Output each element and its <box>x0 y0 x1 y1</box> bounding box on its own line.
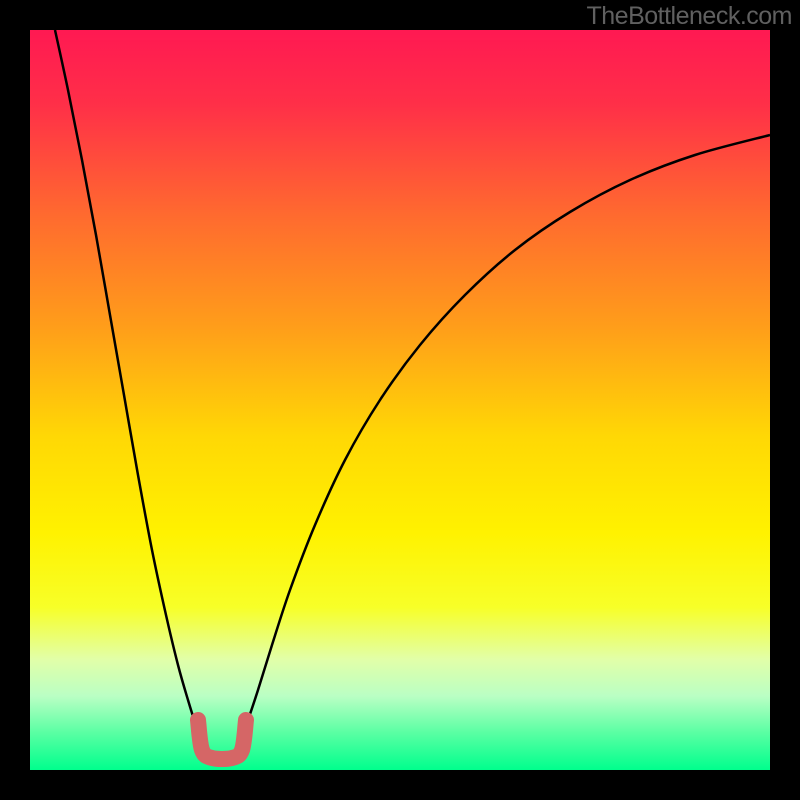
bottleneck-curve-chart <box>0 0 800 800</box>
chart-container: TheBottleneck.com <box>0 0 800 800</box>
plot-background <box>30 30 770 770</box>
watermark-label: TheBottleneck.com <box>587 2 793 31</box>
